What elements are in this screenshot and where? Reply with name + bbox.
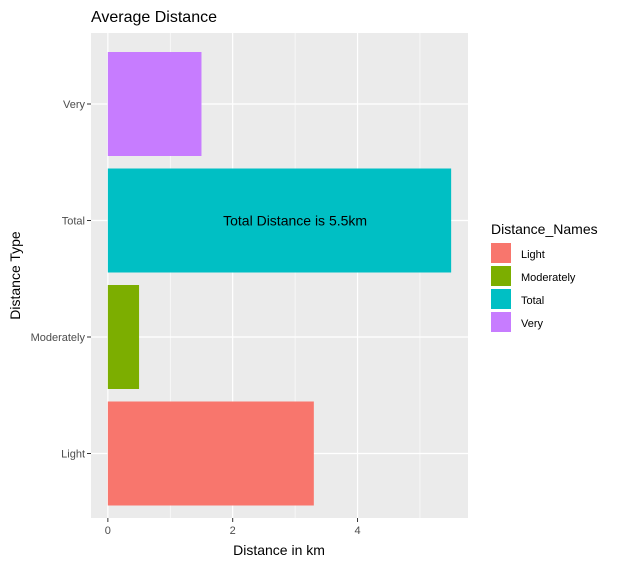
legend-key-light	[491, 243, 511, 263]
bar-annotation: Total Distance is 5.5km	[223, 213, 367, 229]
x-tick-label: 0	[105, 525, 111, 537]
legend-key-very	[491, 312, 511, 332]
bar-very	[107, 52, 202, 156]
legend-label: Total	[521, 295, 544, 307]
y-axis-title: Distance Type	[7, 231, 23, 320]
legend-label: Very	[521, 318, 544, 330]
annotations: Total Distance is 5.5km	[223, 213, 367, 229]
y-axis: Light Moderately Total Very	[31, 99, 91, 461]
legend-key-total	[491, 289, 511, 309]
x-tick-label: 4	[354, 525, 360, 537]
legend-label: Light	[521, 249, 545, 261]
bar-moderately	[107, 285, 140, 389]
y-tick-label: Light	[61, 449, 85, 461]
bars	[107, 52, 452, 506]
x-axis-title: Distance in km	[233, 542, 325, 558]
y-tick-label: Total	[62, 216, 85, 228]
legend-title: Distance_Names	[491, 221, 598, 237]
x-axis: 0 2 4	[105, 518, 361, 537]
y-tick-label: Moderately	[31, 332, 86, 344]
x-tick-label: 2	[230, 525, 236, 537]
legend-label: Moderately	[521, 272, 576, 284]
y-tick-label: Very	[63, 99, 86, 111]
chart-title: Average Distance	[91, 9, 217, 26]
legend-key-moderately	[491, 266, 511, 286]
legend: Distance_Names Light Moderately Total Very	[491, 221, 598, 332]
bar-light	[107, 401, 314, 506]
bar-total	[107, 168, 452, 273]
